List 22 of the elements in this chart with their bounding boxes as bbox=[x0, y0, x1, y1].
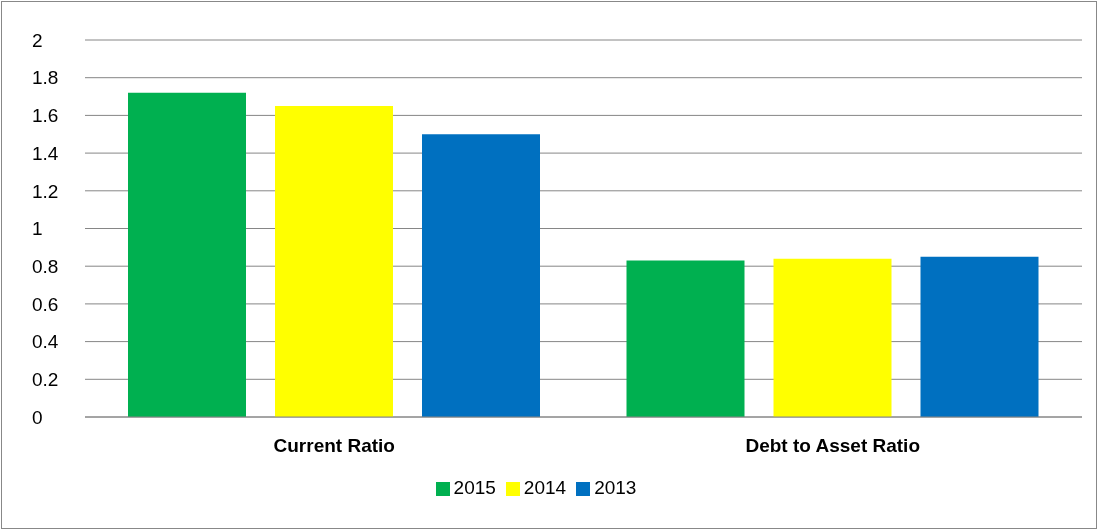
y-tick-label: 0.8 bbox=[32, 255, 59, 277]
bar bbox=[920, 256, 1039, 417]
bar bbox=[422, 134, 540, 417]
bar bbox=[128, 92, 246, 417]
x-tick-label: Debt to Asset Ratio bbox=[745, 435, 921, 457]
bar bbox=[275, 105, 393, 417]
y-tick-label: 2 bbox=[32, 29, 43, 51]
y-tick-label: 0.6 bbox=[32, 293, 59, 315]
legend-label: 2014 bbox=[523, 477, 567, 498]
y-tick-label: 0.2 bbox=[32, 369, 59, 391]
bar bbox=[626, 260, 745, 417]
legend-label: 2013 bbox=[594, 477, 637, 498]
bar bbox=[773, 258, 892, 417]
y-tick-label: 1.4 bbox=[32, 142, 59, 164]
y-tick-label: 0 bbox=[32, 406, 43, 428]
y-tick-label: 1.6 bbox=[32, 105, 59, 127]
y-tick-label: 1.8 bbox=[32, 67, 59, 89]
y-tick-label: 0.4 bbox=[32, 331, 59, 353]
y-tick-label: 1.2 bbox=[32, 180, 59, 202]
x-tick-label: Current Ratio bbox=[273, 435, 395, 457]
legend-label: 2015 bbox=[453, 477, 496, 498]
y-tick-label: 1 bbox=[32, 218, 43, 240]
